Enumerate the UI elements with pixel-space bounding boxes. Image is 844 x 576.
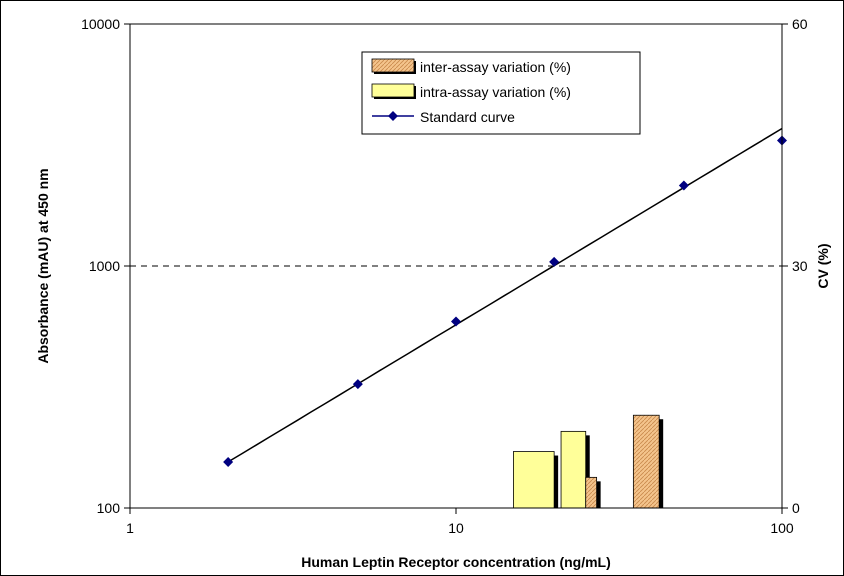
y-right-tick-label-1: 0 <box>792 500 800 516</box>
legend: inter-assay variation (%) intra-assay va… <box>361 51 641 135</box>
y-axis-right-label: CV (%) <box>815 243 831 288</box>
y-right-tick-label-3: 60 <box>792 16 808 32</box>
x-axis-label: Human Leptin Receptor concentration (ng/… <box>301 554 611 570</box>
intra-assay-bar-2 <box>560 430 587 509</box>
standard-curve-point-4 <box>549 256 560 267</box>
y-left-tick-label-3: 10000 <box>81 16 120 32</box>
y-axis-left-label: Absorbance (mAU) at 450 nm <box>35 168 51 363</box>
standard-curve-fit-line <box>227 127 783 463</box>
standard-curve-point-5 <box>678 180 689 191</box>
legend-marker-standard-curve <box>388 111 398 121</box>
legend-swatch-intra-assay <box>371 83 415 98</box>
y-left-tick-label-1: 100 <box>97 500 121 516</box>
intra-assay-bar-1 <box>513 451 555 509</box>
x-tick-label-3: 100 <box>770 520 794 536</box>
x-tick-label-2: 10 <box>448 520 464 536</box>
x-tick-label-1: 1 <box>126 520 134 536</box>
standard-curve-point-2 <box>352 379 363 390</box>
y-left-tick-label-2: 1000 <box>89 258 120 274</box>
legend-swatch-inter-assay <box>371 58 415 73</box>
legend-label-inter-assay: inter-assay variation (%) <box>420 59 571 75</box>
y-right-tick-label-2: 30 <box>792 258 808 274</box>
standard-curve-point-1 <box>223 456 234 467</box>
inter-assay-bar-2 <box>632 414 660 509</box>
standard-curve-point-3 <box>451 316 461 327</box>
inter-assay-bar-1 <box>585 476 598 509</box>
legend-label-intra-assay: intra-assay variation (%) <box>420 84 571 100</box>
legend-label-standard-curve: Standard curve <box>420 109 515 125</box>
